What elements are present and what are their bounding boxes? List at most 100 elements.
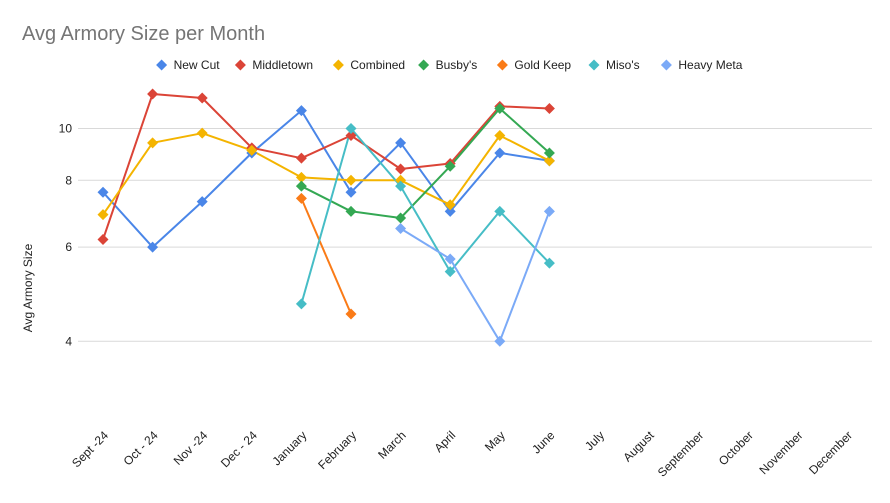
legend-label: Combined bbox=[350, 58, 405, 72]
series-line-gold-keep bbox=[300, 198, 352, 315]
x-tick-label: September bbox=[655, 428, 706, 479]
point-middletown[interactable] bbox=[147, 88, 159, 100]
legend-label: Miso's bbox=[606, 58, 640, 72]
series-line-miso-s bbox=[300, 127, 551, 305]
legend-marker bbox=[234, 59, 246, 71]
y-tick-label: 4 bbox=[65, 334, 72, 348]
legend-marker bbox=[496, 59, 508, 71]
point-miso-s[interactable] bbox=[494, 205, 506, 217]
legend[interactable]: New Cut Middletown Combined Busby's Gold Kee… bbox=[156, 58, 743, 72]
legend-item-middletown[interactable]: Middletown bbox=[234, 58, 313, 72]
point-busby-s[interactable] bbox=[494, 102, 506, 114]
point-new-cut[interactable] bbox=[444, 205, 456, 217]
series-line-middletown bbox=[102, 93, 550, 240]
point-combined[interactable] bbox=[494, 130, 506, 142]
legend-label: Heavy Meta bbox=[678, 58, 742, 72]
x-tick-label: May bbox=[482, 428, 508, 454]
x-axis-ticks: Sept -24 Oct - 24 Nov -24 Dec - 24 January Fe… bbox=[69, 428, 855, 480]
x-tick-label: Nov -24 bbox=[171, 428, 211, 468]
legend-item-combined[interactable]: Combined bbox=[332, 58, 405, 72]
x-tick-label: August bbox=[620, 428, 657, 465]
point-combined[interactable] bbox=[196, 127, 208, 139]
y-tick-label: 8 bbox=[65, 173, 72, 187]
y-axis-label: Avg Armory Size bbox=[21, 243, 35, 332]
x-tick-label: March bbox=[375, 428, 408, 461]
x-tick-label: November bbox=[756, 428, 805, 477]
legend-marker bbox=[332, 59, 344, 71]
point-combined[interactable] bbox=[246, 144, 258, 156]
x-tick-label: Sept -24 bbox=[69, 428, 111, 470]
point-new-cut[interactable] bbox=[345, 186, 357, 198]
x-tick-label: Oct - 24 bbox=[121, 428, 161, 468]
point-new-cut[interactable] bbox=[196, 196, 208, 208]
chart-title: Avg Armory Size per Month bbox=[22, 23, 265, 45]
point-middletown[interactable] bbox=[196, 92, 208, 104]
series-markers[interactable] bbox=[97, 88, 555, 347]
point-middletown[interactable] bbox=[295, 152, 307, 164]
legend-item-miso-s[interactable]: Miso's bbox=[588, 58, 640, 72]
legend-item-heavy-meta[interactable]: Heavy Meta bbox=[660, 58, 743, 72]
legend-label: New Cut bbox=[174, 58, 221, 72]
point-middletown[interactable] bbox=[97, 234, 109, 246]
grid-lines bbox=[78, 127, 872, 342]
point-busby-s[interactable] bbox=[395, 212, 407, 224]
legend-label: Gold Keep bbox=[514, 58, 571, 72]
legend-item-gold-keep[interactable]: Gold Keep bbox=[496, 58, 572, 72]
point-heavy-meta[interactable] bbox=[444, 253, 456, 265]
point-middletown[interactable] bbox=[395, 163, 407, 175]
x-tick-label: July bbox=[582, 428, 607, 453]
point-new-cut[interactable] bbox=[494, 147, 506, 159]
x-tick-label: April bbox=[431, 428, 458, 455]
y-tick-label: 6 bbox=[65, 240, 72, 254]
point-busby-s[interactable] bbox=[444, 160, 456, 172]
legend-marker bbox=[418, 59, 430, 71]
series-line-combined bbox=[102, 132, 550, 216]
point-miso-s[interactable] bbox=[345, 122, 357, 134]
series-line-new-cut bbox=[102, 109, 550, 249]
point-heavy-meta[interactable] bbox=[543, 205, 555, 217]
point-combined[interactable] bbox=[395, 174, 407, 186]
point-combined[interactable] bbox=[543, 155, 555, 167]
series-line-heavy-meta bbox=[400, 210, 551, 343]
point-combined[interactable] bbox=[97, 209, 109, 221]
series-line-busby-s bbox=[300, 107, 551, 219]
x-tick-label: June bbox=[529, 428, 558, 457]
legend-item-busby-s[interactable]: Busby's bbox=[418, 58, 477, 72]
point-new-cut[interactable] bbox=[395, 137, 407, 149]
point-miso-s[interactable] bbox=[395, 180, 407, 192]
point-new-cut[interactable] bbox=[295, 105, 307, 117]
point-middletown[interactable] bbox=[543, 102, 555, 114]
series-lines bbox=[102, 93, 551, 343]
point-combined[interactable] bbox=[444, 199, 456, 211]
point-busby-s[interactable] bbox=[543, 147, 555, 159]
x-tick-label: December bbox=[806, 428, 855, 477]
point-miso-s[interactable] bbox=[295, 298, 307, 310]
point-gold-keep[interactable] bbox=[345, 308, 357, 320]
point-miso-s[interactable] bbox=[444, 266, 456, 278]
point-new-cut[interactable] bbox=[97, 186, 109, 198]
x-tick-label: Dec - 24 bbox=[218, 428, 260, 470]
legend-label: Busby's bbox=[436, 58, 478, 72]
point-combined[interactable] bbox=[147, 137, 159, 149]
point-busby-s[interactable] bbox=[345, 205, 357, 217]
point-combined[interactable] bbox=[295, 171, 307, 183]
point-heavy-meta[interactable] bbox=[395, 223, 407, 235]
y-axis-ticks: 4 6 8 10 bbox=[59, 121, 73, 348]
legend-marker bbox=[660, 59, 672, 71]
point-middletown[interactable] bbox=[345, 130, 357, 142]
legend-marker bbox=[588, 59, 600, 71]
legend-label: Middletown bbox=[252, 58, 313, 72]
point-heavy-meta[interactable] bbox=[494, 335, 506, 347]
x-tick-label: February bbox=[315, 428, 359, 472]
point-gold-keep[interactable] bbox=[295, 192, 307, 204]
point-combined[interactable] bbox=[345, 174, 357, 186]
legend-marker bbox=[156, 59, 168, 71]
point-miso-s[interactable] bbox=[543, 257, 555, 269]
x-tick-label: October bbox=[716, 428, 756, 468]
x-tick-label: January bbox=[269, 428, 309, 468]
y-tick-label: 10 bbox=[59, 121, 73, 135]
point-new-cut[interactable] bbox=[147, 241, 159, 253]
point-busby-s[interactable] bbox=[295, 180, 307, 192]
legend-item-new-cut[interactable]: New Cut bbox=[156, 58, 220, 72]
